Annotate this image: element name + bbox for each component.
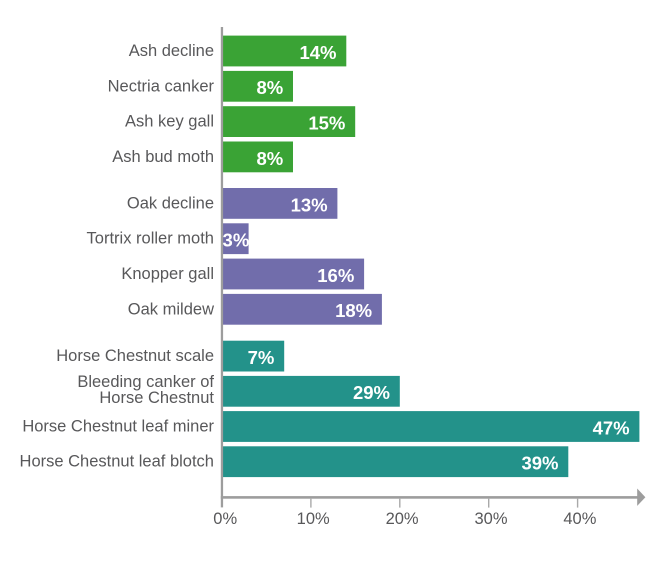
svg-text:8%: 8% (256, 77, 283, 98)
svg-text:Horse Chestnut leaf blotch: Horse Chestnut leaf blotch (20, 453, 214, 471)
svg-text:7%: 7% (248, 347, 275, 368)
svg-text:39%: 39% (521, 453, 558, 474)
svg-text:Ash key gall: Ash key gall (125, 113, 214, 131)
svg-text:Knopper gall: Knopper gall (121, 265, 214, 283)
svg-text:3%: 3% (223, 230, 250, 251)
svg-text:Horse Chestnut: Horse Chestnut (99, 389, 214, 407)
svg-text:Oak decline: Oak decline (127, 194, 214, 212)
svg-text:47%: 47% (593, 417, 630, 438)
svg-text:Horse Chestnut scale: Horse Chestnut scale (56, 347, 214, 365)
svg-text:Oak mildew: Oak mildew (128, 300, 214, 318)
svg-text:29%: 29% (353, 382, 390, 403)
svg-text:Bleeding canker of: Bleeding canker of (77, 373, 214, 391)
svg-text:Nectria canker: Nectria canker (108, 77, 215, 95)
svg-text:20%: 20% (386, 510, 419, 528)
svg-text:0%: 0% (213, 510, 237, 528)
svg-text:8%: 8% (256, 148, 283, 169)
svg-text:15%: 15% (308, 113, 345, 134)
svg-text:18%: 18% (335, 300, 372, 321)
svg-text:13%: 13% (291, 194, 328, 215)
svg-text:Ash decline: Ash decline (129, 42, 214, 60)
svg-text:Horse Chestnut leaf miner: Horse Chestnut leaf miner (22, 418, 214, 436)
svg-text:40%: 40% (563, 510, 596, 528)
svg-text:30%: 30% (474, 510, 507, 528)
svg-text:10%: 10% (297, 510, 330, 528)
svg-text:Ash bud moth: Ash bud moth (112, 148, 214, 166)
svg-text:Tortrix roller moth: Tortrix roller moth (87, 230, 214, 248)
svg-text:16%: 16% (317, 265, 354, 286)
svg-text:14%: 14% (299, 42, 336, 63)
